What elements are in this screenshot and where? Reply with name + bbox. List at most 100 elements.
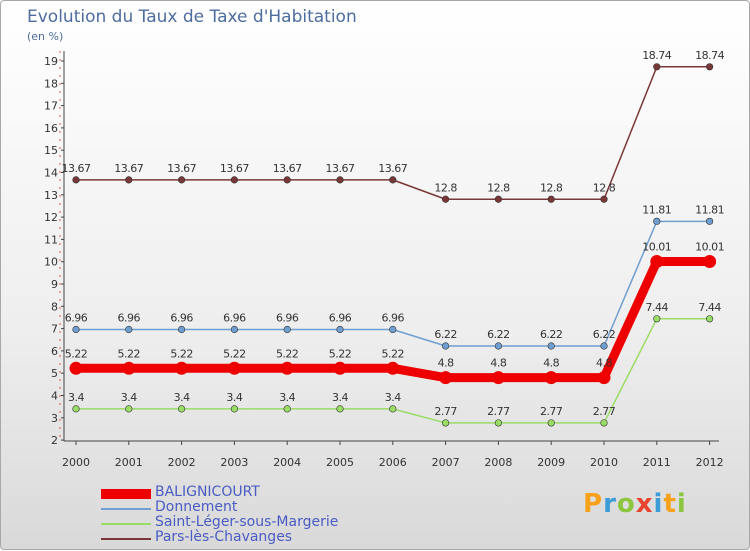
data-point — [386, 361, 400, 375]
series-balignicourt: 5.22 5.22 5.22 5.22 5.22 5.22 5.22 4.8 4.8 4.8 4.8… — [65, 240, 725, 385]
data-point — [283, 176, 291, 184]
data-point — [389, 176, 397, 184]
chart-title: Evolution du Taux de Taxe d'Habitation — [27, 7, 357, 27]
data-label: 4.8 — [438, 357, 454, 370]
data-point — [597, 371, 611, 385]
y-tick-label: 18 — [44, 77, 58, 90]
y-tick-label: 19 — [44, 55, 58, 68]
data-label: 2.77 — [540, 405, 563, 418]
data-label: 6.96 — [170, 311, 193, 324]
data-label: 13.67 — [167, 162, 196, 175]
x-tick-label: 2001 — [115, 456, 143, 469]
x-tick-label: 2004 — [273, 456, 301, 469]
data-label: 13.67 — [114, 162, 143, 175]
y-tick-label: 8 — [51, 300, 58, 313]
logo-letter: i — [676, 489, 687, 519]
data-point — [703, 254, 717, 268]
data-point — [72, 176, 80, 184]
x-tick-label: 2010 — [590, 456, 618, 469]
y-tick-label: 6 — [51, 345, 58, 358]
y-tick-label: 14 — [44, 167, 58, 180]
legend-item: Pars-lès-Chavanges — [101, 529, 421, 547]
y-tick-label: 7 — [51, 323, 58, 336]
data-point — [178, 405, 186, 413]
data-label: 6.22 — [593, 328, 616, 341]
data-label: 2.77 — [487, 405, 510, 418]
data-point — [336, 176, 344, 184]
y-tick-label: 15 — [44, 144, 58, 157]
data-label: 4.8 — [490, 357, 506, 370]
data-label: 3.4 — [385, 391, 401, 404]
data-label: 3.4 — [121, 391, 137, 404]
legend-label: Donnement — [155, 499, 238, 515]
data-point — [600, 419, 608, 427]
legend-swatch — [101, 538, 151, 540]
data-label: 6.96 — [329, 311, 352, 324]
legend-item: Saint-Léger-sous-Margerie — [101, 514, 421, 532]
data-point — [705, 315, 714, 323]
logo-letter: t — [663, 489, 677, 519]
y-tick-label: 17 — [44, 100, 58, 113]
data-label: 13.67 — [62, 162, 91, 175]
data-point — [178, 176, 186, 184]
legend-swatch — [101, 489, 151, 499]
data-point — [547, 195, 555, 203]
series-saint-l-ger-sous-margerie: 3.4 3.4 3.4 3.4 3.4 3.4 3.4 2.77 2.77 2.77 2.77 7.4… — [68, 301, 722, 427]
data-label: 6.96 — [382, 311, 405, 324]
data-point — [653, 217, 661, 225]
data-label: 5.22 — [276, 347, 299, 360]
logo-letter: x — [635, 489, 654, 519]
data-point — [389, 325, 397, 334]
logo-letter: P — [583, 489, 604, 519]
data-label: 7.44 — [698, 301, 721, 314]
x-tick-label: 2005 — [326, 456, 354, 469]
x-tick-label: 2009 — [537, 456, 565, 469]
data-point — [230, 176, 238, 184]
data-point — [336, 325, 344, 334]
data-label: 6.22 — [540, 328, 563, 341]
data-point — [442, 419, 450, 427]
data-label: 2.77 — [593, 405, 616, 418]
data-point — [600, 342, 608, 350]
data-label: 5.22 — [118, 347, 141, 360]
x-tick-label: 2012 — [696, 456, 724, 469]
x-tick-label: 2011 — [643, 456, 671, 469]
proxiti-logo: Proxiti — [583, 489, 687, 519]
data-label: 12.8 — [487, 181, 510, 194]
x-tick-label: 2003 — [220, 456, 248, 469]
y-tick-label: 12 — [44, 211, 58, 224]
y-tick-label: 5 — [51, 367, 58, 380]
data-point — [72, 325, 80, 334]
data-label: 6.96 — [118, 311, 141, 324]
series-donnement: 6.96 6.96 6.96 6.96 6.96 6.96 6.96 6.22 6.22 6.22… — [65, 203, 725, 350]
data-label: 4.8 — [543, 357, 559, 370]
data-point — [544, 371, 558, 385]
data-point — [442, 342, 450, 350]
x-tick-label: 2007 — [432, 456, 460, 469]
legend: BALIGNICOURT Donnement Saint-Léger-sous-Ma… — [101, 484, 421, 547]
data-label: 6.96 — [276, 311, 299, 324]
x-tick-label: 2002 — [168, 456, 196, 469]
data-label: 12.8 — [540, 181, 563, 194]
data-point — [653, 315, 661, 323]
logo-letter: i — [653, 489, 664, 519]
data-point — [72, 405, 80, 413]
data-point — [125, 176, 133, 184]
data-label: 13.67 — [273, 162, 302, 175]
data-label: 13.67 — [378, 162, 407, 175]
data-point — [230, 325, 238, 334]
data-label: 2.77 — [434, 405, 457, 418]
legend-label: BALIGNICOURT — [155, 484, 260, 500]
data-point — [336, 405, 344, 413]
data-label: 10.01 — [642, 240, 671, 253]
y-tick-label: 16 — [44, 122, 58, 135]
y-tick-label: 4 — [51, 390, 58, 403]
data-point — [653, 63, 661, 71]
data-point — [494, 419, 503, 427]
data-point — [705, 217, 714, 225]
legend-swatch — [101, 508, 151, 510]
data-label: 18.74 — [642, 49, 671, 62]
series-pars-l-s-chavanges: 13.67 13.67 13.67 13.67 13.67 13.67 13.67 12.8 1… — [62, 49, 725, 203]
